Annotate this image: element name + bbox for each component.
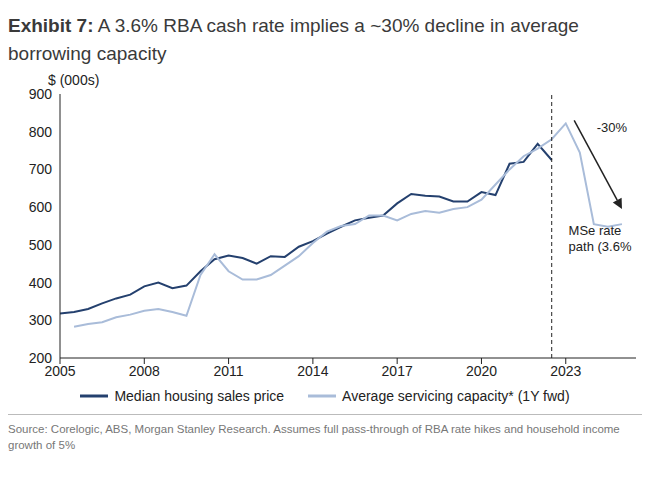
svg-text:400: 400 xyxy=(29,275,53,291)
svg-text:300: 300 xyxy=(29,312,53,328)
svg-text:700: 700 xyxy=(29,161,53,177)
svg-text:MSe ratepath (3.6%: MSe ratepath (3.6% xyxy=(569,223,632,254)
svg-text:2017: 2017 xyxy=(382,363,413,379)
svg-text:2005: 2005 xyxy=(44,362,76,379)
svg-text:200: 200 xyxy=(29,350,53,366)
svg-text:800: 800 xyxy=(29,124,53,140)
svg-text:2011: 2011 xyxy=(214,363,244,379)
html-text:Average servicing capacity* (1: Average servicing capacity* (1Y fwd) xyxy=(342,388,570,404)
html-text:Median housing sales price: Median housing sales price xyxy=(114,388,285,404)
svg-text:2008: 2008 xyxy=(129,363,160,379)
svg-text:2023: 2023 xyxy=(550,363,581,379)
svg-text:600: 600 xyxy=(29,199,53,215)
svg-text:2020: 2020 xyxy=(466,363,497,379)
html-text:Exhibit 7: A 3.6% RBA cash rat: Exhibit 7: A 3.6% RBA cash rate implies … xyxy=(8,15,579,64)
html-text:$ (000s): $ (000s) xyxy=(48,72,100,88)
svg-text:2014: 2014 xyxy=(297,363,328,379)
svg-text:500: 500 xyxy=(29,237,53,253)
html-text:Source: Corelogic, ABS, Morgan: Source: Corelogic, ABS, Morgan Stanley R… xyxy=(8,423,620,451)
svg-text:-30%: -30% xyxy=(597,120,628,135)
svg-text:900: 900 xyxy=(29,86,53,102)
